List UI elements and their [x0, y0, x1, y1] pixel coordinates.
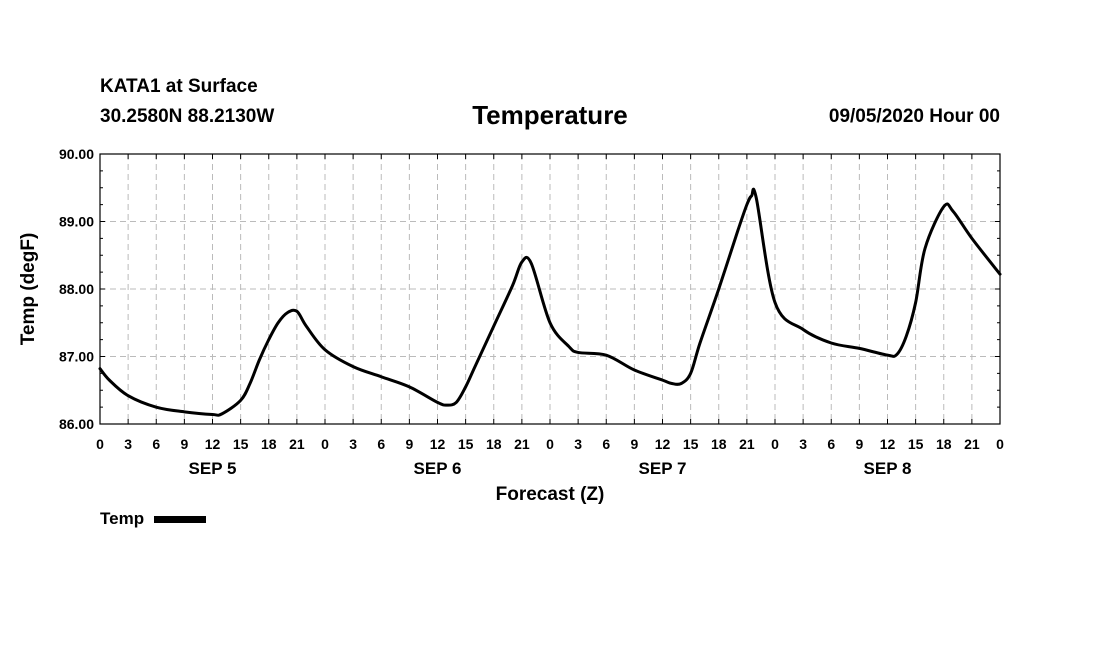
x-tick-label: 12: [430, 436, 446, 452]
y-tick-label: 88.00: [59, 281, 94, 297]
x-tick-label: 21: [964, 436, 980, 452]
x-tick-label: 3: [349, 436, 357, 452]
x-tick-label: 0: [96, 436, 104, 452]
day-label: SEP 5: [189, 459, 237, 478]
x-tick-label: 0: [546, 436, 554, 452]
x-tick-label: 0: [996, 436, 1004, 452]
x-tick-label: 12: [205, 436, 221, 452]
coordinates-label: 30.2580N 88.2130W: [100, 106, 275, 127]
legend-line-swatch: [154, 515, 207, 523]
x-tick-label: 6: [602, 436, 610, 452]
x-tick-label: 12: [880, 436, 896, 452]
x-tick-label: 9: [630, 436, 638, 452]
plot-frame: [99, 153, 1001, 425]
x-tick-label: 6: [827, 436, 835, 452]
day-label: SEP 6: [414, 459, 462, 478]
x-tick-label: 12: [655, 436, 671, 452]
day-label: SEP 7: [639, 459, 687, 478]
x-tick-label: 15: [908, 436, 924, 452]
y-axis-title: Temp (degF): [18, 233, 39, 346]
forecast-datetime: 09/05/2020 Hour 00: [828, 106, 1000, 127]
x-tick-label: 3: [799, 436, 807, 452]
x-tick-label: 0: [321, 436, 329, 452]
x-tick-label: 18: [486, 436, 502, 452]
y-tick-label: 90.00: [59, 146, 94, 162]
x-tick-label: 6: [152, 436, 160, 452]
x-tick-label: 21: [514, 436, 530, 452]
x-axis-title: Forecast (Z): [496, 484, 605, 505]
x-tick-label: 9: [180, 436, 188, 452]
x-tick-label: 15: [683, 436, 699, 452]
x-tick-label: 3: [574, 436, 582, 452]
legend: Temp: [100, 509, 207, 529]
chart-title: Temperature: [472, 100, 628, 130]
x-tick-label: 6: [377, 436, 385, 452]
station-label: KATA1 at Surface: [100, 76, 258, 97]
y-tick-label: 86.00: [59, 416, 94, 432]
x-tick-label: 18: [936, 436, 952, 452]
x-tick-label: 15: [458, 436, 474, 452]
x-tick-label: 18: [261, 436, 277, 452]
y-tick-label: 89.00: [59, 214, 94, 230]
temp-series-line: [98, 187, 1002, 417]
x-tick-label: 21: [289, 436, 305, 452]
x-tick-label: 3: [124, 436, 132, 452]
x-tick-label: 9: [855, 436, 863, 452]
day-label: SEP 8: [864, 459, 912, 478]
x-tick-label: 9: [405, 436, 413, 452]
legend-label: Temp: [100, 509, 145, 528]
x-tick-label: 0: [771, 436, 779, 452]
x-tick-label: 18: [711, 436, 727, 452]
x-tick-label: 15: [233, 436, 249, 452]
x-tick-label: 21: [739, 436, 755, 452]
y-tick-label: 87.00: [59, 349, 94, 365]
